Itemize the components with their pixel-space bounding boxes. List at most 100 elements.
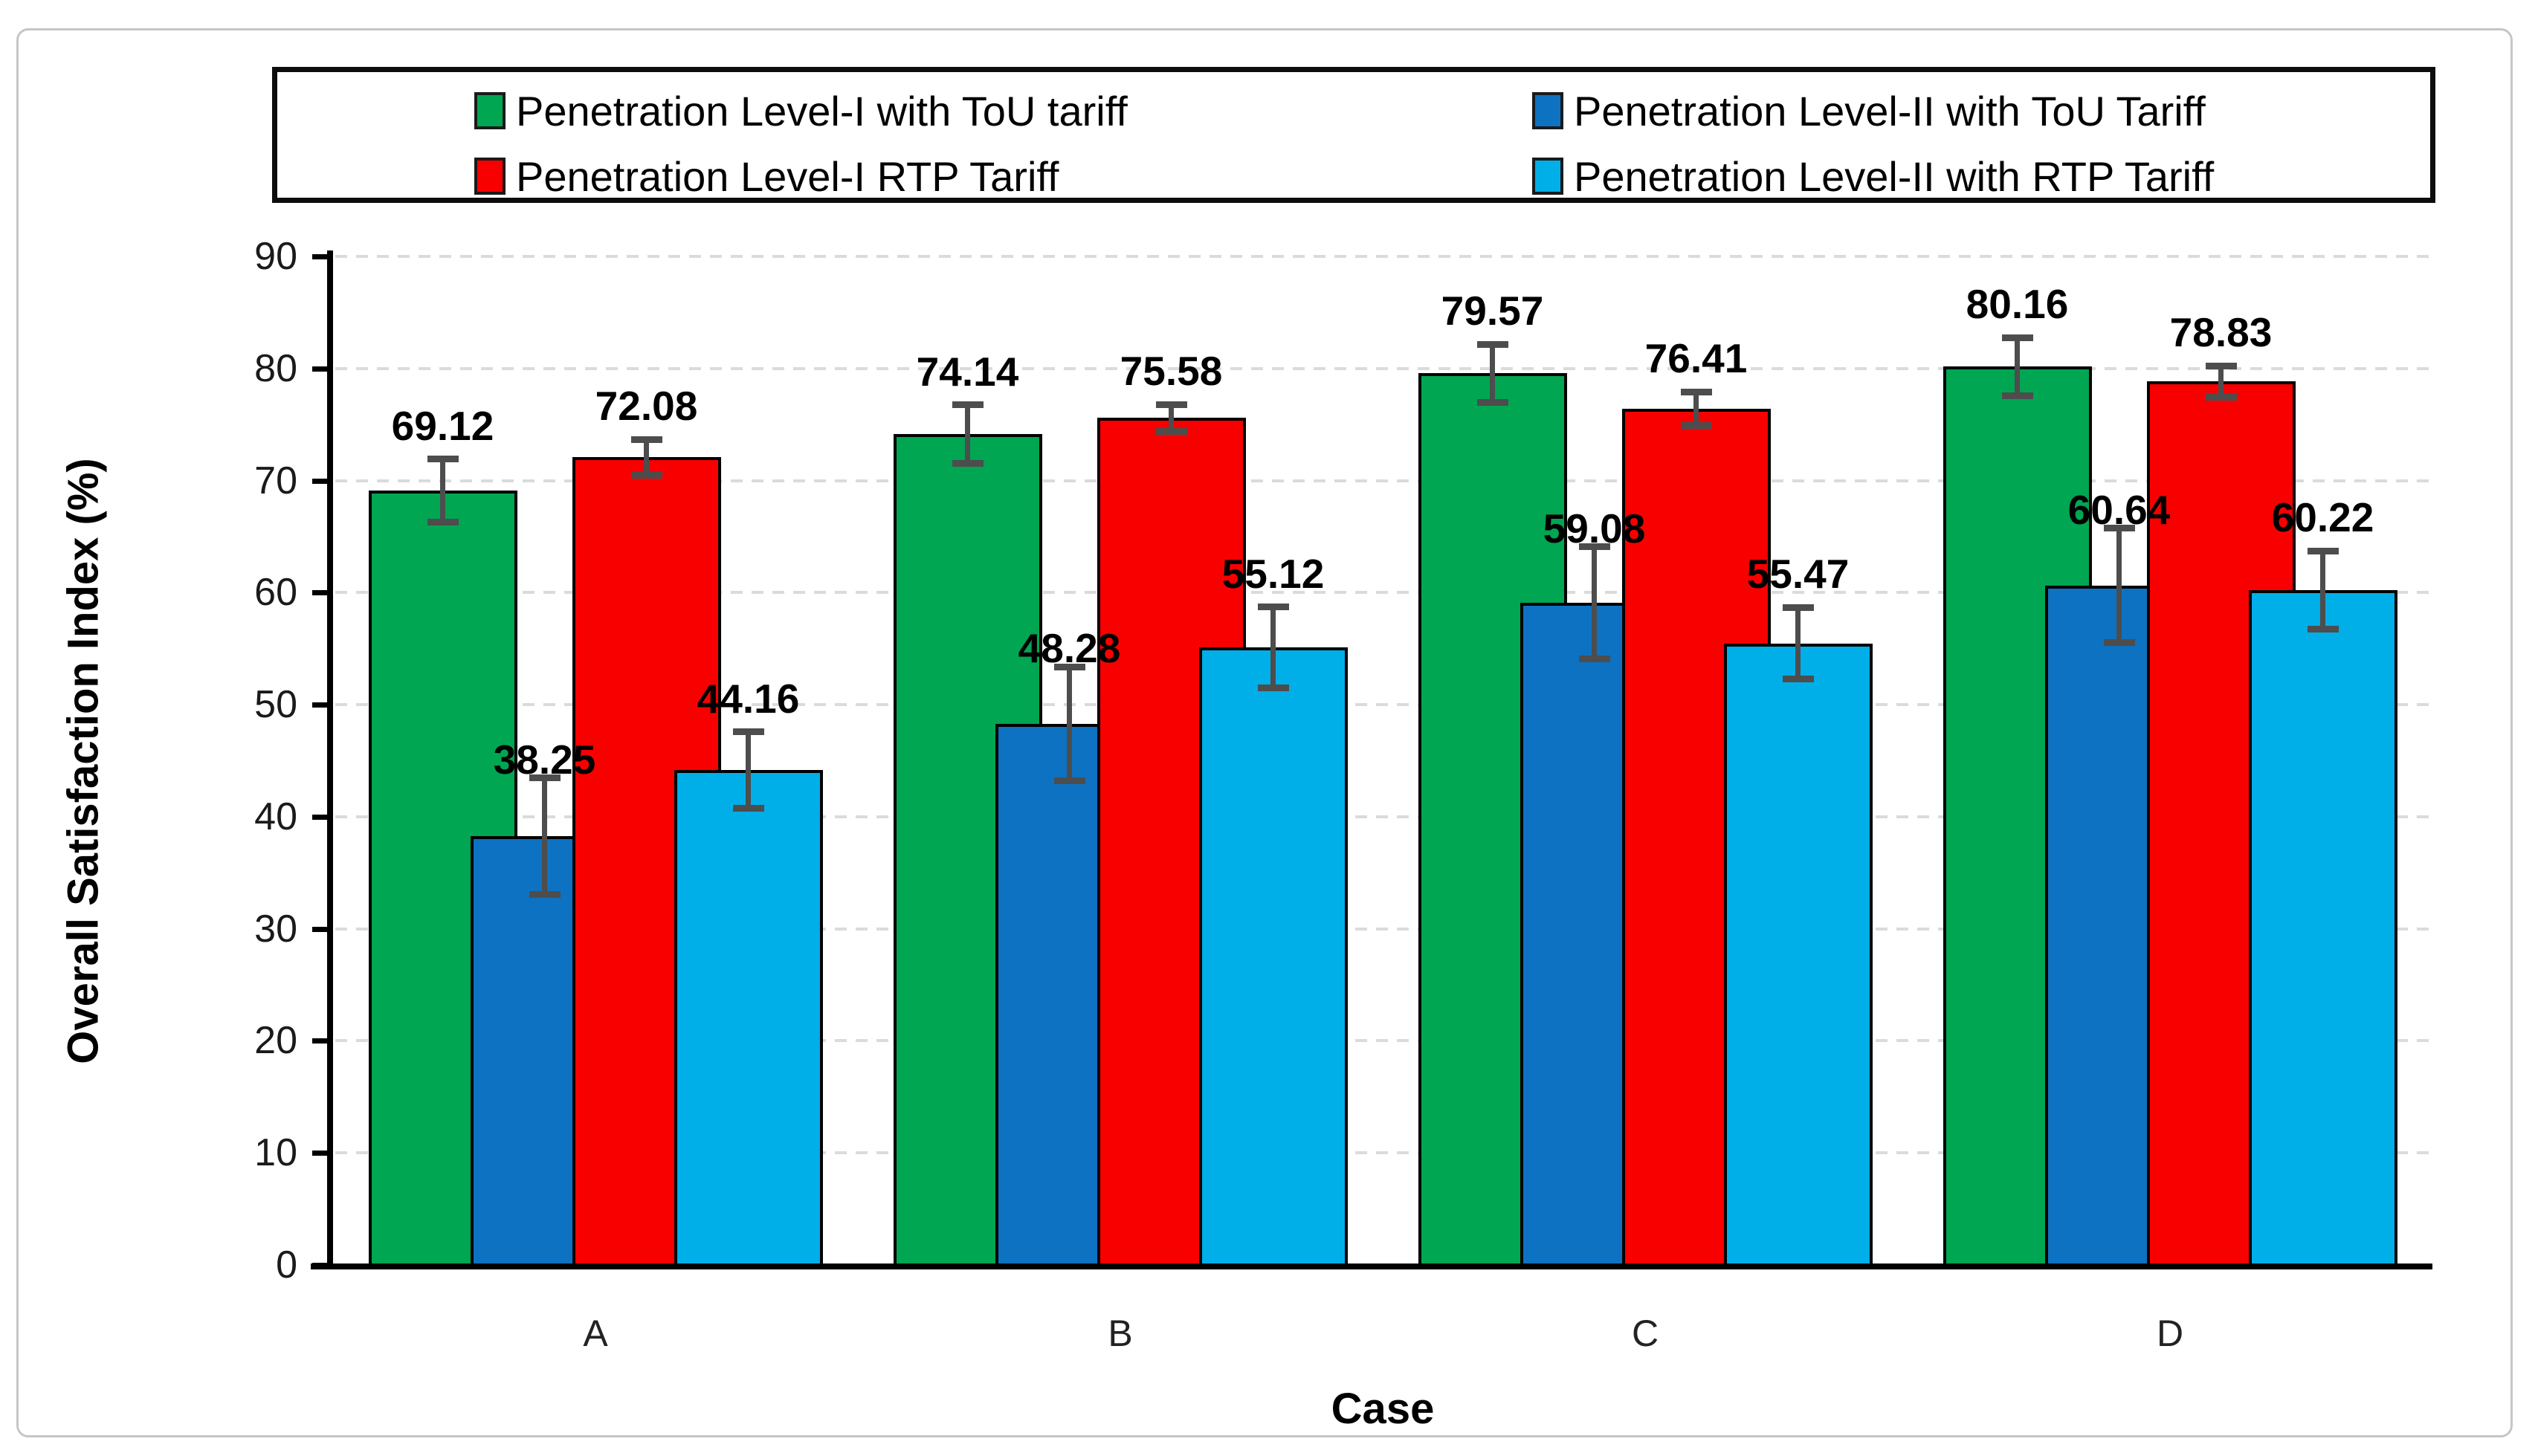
bar-value-label-A-series-2: 38.25 (493, 736, 596, 783)
error-cap-top-A-series-4 (732, 728, 764, 736)
error-bar-B-series-2 (1067, 667, 1072, 781)
bar-value-label-D-series-1: 80.16 (1966, 281, 2069, 328)
legend: Penetration Level-I with ToU tariff Penet… (272, 67, 2435, 203)
legend-item-1: Penetration Level-I with ToU tariff (474, 87, 1128, 135)
error-cap-bottom-A-series-1 (427, 518, 459, 525)
error-cap-bottom-D-series-1 (2001, 392, 2033, 400)
error-bar-D-series-2 (2116, 528, 2122, 643)
x-axis-title: Case (1331, 1385, 1435, 1433)
y-tick-label-10: 10 (254, 1131, 297, 1175)
y-tick-label-80: 80 (254, 346, 297, 390)
x-category-label-A: A (583, 1313, 608, 1354)
error-bar-C-series-1 (1490, 344, 1495, 403)
error-cap-bottom-C-series-4 (1782, 676, 1814, 683)
error-cap-top-C-series-1 (1476, 340, 1508, 348)
bar-D-series-4 (2248, 590, 2397, 1265)
bar-value-label-D-series-2: 60.64 (2067, 486, 2171, 533)
error-bar-A-series-2 (542, 777, 547, 895)
legend-label: Penetration Level-II with ToU Tariff (1574, 87, 2206, 135)
bar-value-label-A-series-1: 69.12 (391, 402, 494, 449)
error-cap-top-A-series-3 (630, 436, 662, 443)
y-axis-line (327, 250, 333, 1268)
legend-label: Penetration Level-II with RTP Tariff (1574, 152, 2215, 200)
bar-value-label-C-series-4: 55.47 (1746, 551, 1850, 598)
error-bar-B-series-3 (1169, 404, 1174, 432)
error-cap-bottom-C-series-3 (1680, 422, 1712, 430)
legend-swatch-icon (474, 158, 506, 195)
error-cap-bottom-B-series-4 (1257, 684, 1289, 691)
bar-value-label-B-series-2: 48.28 (1018, 625, 1121, 672)
bar-A-series-4 (674, 770, 823, 1265)
error-cap-top-C-series-2 (1578, 543, 1610, 551)
error-cap-bottom-B-series-1 (952, 459, 984, 467)
y-tick-20 (312, 1038, 333, 1044)
y-tick-label-60: 60 (254, 571, 297, 615)
y-tick-label-30: 30 (254, 907, 297, 951)
error-bar-B-series-1 (965, 404, 970, 464)
bar-value-label-C-series-3: 76.41 (1644, 335, 1748, 382)
x-axis-line (311, 1264, 2432, 1269)
gridline-y-40 (335, 815, 2432, 818)
y-tick-30 (312, 926, 333, 932)
bar-value-label-B-series-1: 74.14 (916, 348, 1019, 395)
error-bar-A-series-1 (440, 459, 445, 522)
y-tick-60 (312, 590, 333, 596)
error-cap-top-C-series-4 (1782, 604, 1814, 611)
y-tick-10 (312, 1151, 333, 1156)
error-cap-bottom-D-series-2 (2103, 639, 2135, 647)
error-cap-top-B-series-4 (1257, 604, 1289, 611)
gridline-y-90 (335, 255, 2432, 258)
gridline-y-10 (335, 1151, 2432, 1155)
y-tick-label-40: 40 (254, 795, 297, 838)
error-cap-bottom-B-series-2 (1053, 777, 1085, 785)
error-bar-A-series-3 (644, 439, 649, 476)
error-bar-D-series-4 (2320, 551, 2325, 630)
error-cap-top-B-series-2 (1053, 663, 1085, 670)
error-cap-top-A-series-2 (529, 774, 561, 782)
error-bar-D-series-1 (2015, 337, 2020, 396)
error-cap-bottom-D-series-3 (2205, 394, 2237, 401)
x-category-label-B: B (1108, 1313, 1133, 1354)
error-cap-top-D-series-2 (2103, 525, 2135, 532)
error-bar-C-series-2 (1592, 546, 1597, 659)
y-tick-label-70: 70 (254, 459, 297, 502)
y-tick-80 (312, 366, 333, 372)
y-tick-40 (312, 814, 333, 820)
bar-C-series-4 (1723, 643, 1873, 1265)
error-cap-bottom-C-series-1 (1476, 398, 1508, 406)
bar-value-label-B-series-4: 55.12 (1221, 550, 1325, 597)
bar-value-label-D-series-4: 60.22 (2271, 494, 2374, 541)
error-cap-top-B-series-1 (952, 401, 984, 409)
y-axis-title: Overall Satisfaction Index (%) (59, 458, 108, 1064)
error-cap-top-C-series-3 (1680, 388, 1712, 395)
error-cap-bottom-D-series-4 (2307, 626, 2339, 633)
bar-value-label-D-series-3: 78.83 (2169, 309, 2273, 356)
error-bar-A-series-4 (746, 731, 751, 809)
error-cap-bottom-A-series-4 (732, 804, 764, 812)
y-tick-50 (312, 702, 333, 708)
error-cap-bottom-A-series-3 (630, 471, 662, 479)
bar-value-label-C-series-2: 59.08 (1543, 505, 1646, 551)
bar-value-label-A-series-4: 44.16 (697, 675, 800, 722)
y-tick-label-50: 50 (254, 683, 297, 727)
error-cap-top-B-series-3 (1155, 401, 1187, 408)
error-cap-top-A-series-1 (427, 456, 459, 463)
legend-swatch-icon (1532, 92, 1563, 129)
legend-item-2: Penetration Level-II with ToU Tariff (1532, 87, 2206, 135)
legend-swatch-icon (474, 92, 506, 129)
y-tick-90 (312, 254, 333, 259)
y-tick-label-20: 20 (254, 1019, 297, 1063)
bar-value-label-C-series-1: 79.57 (1441, 288, 1544, 334)
error-cap-bottom-C-series-2 (1578, 656, 1610, 663)
legend-item-3: Penetration Level-I RTP Tariff (474, 153, 1059, 200)
bar-value-label-B-series-3: 75.58 (1120, 348, 1223, 395)
legend-label: Penetration Level-I with ToU tariff (516, 87, 1128, 135)
error-bar-C-series-3 (1693, 392, 1699, 426)
error-bar-B-series-4 (1270, 606, 1276, 688)
x-category-label-C: C (1631, 1313, 1659, 1354)
bar-value-label-A-series-3: 72.08 (595, 383, 698, 430)
gridline-y-60 (335, 591, 2432, 595)
bar-B-series-4 (1198, 647, 1348, 1265)
gridline-y-20 (335, 1039, 2432, 1043)
